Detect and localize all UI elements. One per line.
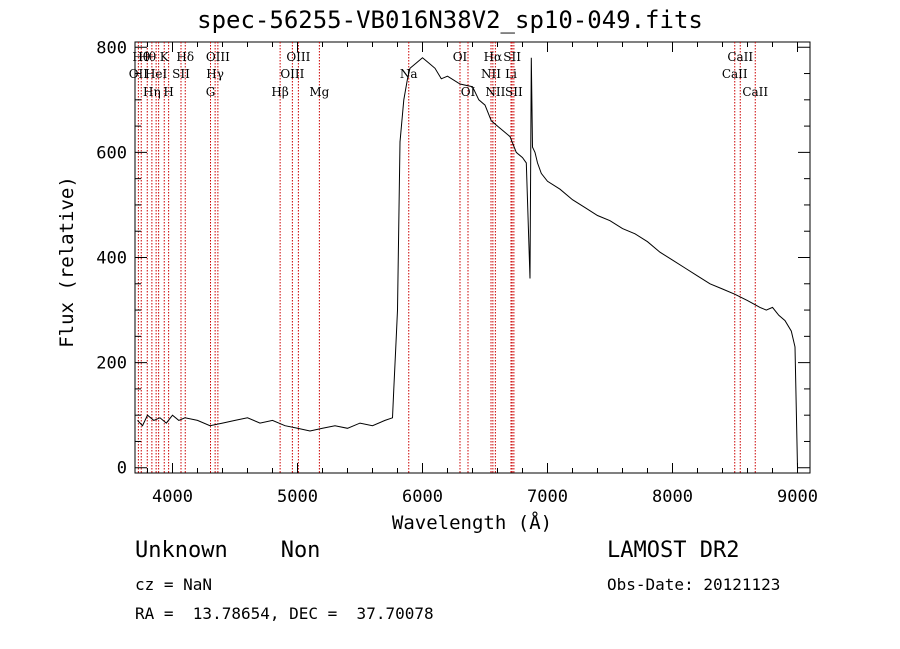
object-classification: Unknown Non [135, 538, 321, 563]
x-tick-label: 9000 [777, 487, 818, 507]
spectral-line-label: Hβ [271, 85, 288, 99]
x-tick-label: 8000 [652, 487, 693, 507]
plot-frame [134, 41, 811, 474]
spectral-line-label: NII [485, 85, 505, 99]
spectral-line-label: SII [172, 67, 190, 81]
y-axis-label: Flux (relative) [56, 176, 78, 348]
redshift-cz: cz = NaN [135, 575, 213, 594]
chart-title: spec-56255-VB016N38V2_sp10-049.fits [197, 6, 703, 34]
y-tick-label: 200 [96, 354, 127, 374]
ra-dec-coordinates: RA = 13.78654, DEC = 37.70078 [135, 604, 434, 623]
y-tick-label: 400 [96, 249, 127, 269]
spectral-line-label: OIII [286, 50, 310, 64]
spectral-line-label: OIII [280, 67, 304, 81]
flux-spectrum-line [137, 57, 798, 468]
spectral-line-markers [137, 42, 756, 473]
x-tick-label: 5000 [277, 487, 318, 507]
spectral-line-label: Li [505, 67, 517, 81]
spectral-line-label: SII [505, 85, 523, 99]
x-tick-label: 4000 [152, 487, 193, 507]
x-tick-label: 6000 [402, 487, 443, 507]
y-tick-label: 0 [117, 459, 127, 479]
spectral-line-label: H [163, 85, 173, 99]
spectral-line-label: NII [481, 67, 501, 81]
spectral-line-labels: OIIHθHθHηHeIKHSIIHδGHγOIIIHβOIIIOIIIMgNa… [129, 50, 769, 99]
x-axis-label: Wavelength (Å) [391, 512, 553, 534]
spectral-line-label: Hα [484, 50, 503, 64]
spectral-line-label: Hγ [206, 67, 224, 81]
spectral-line-label: K [160, 50, 170, 64]
axis-tick-labels: 4000 5000 6000 7000 8000 9000 0 200 400 600 800 [96, 38, 818, 507]
spectral-line-label: OI [453, 50, 468, 64]
spectral-line-label: OI [461, 85, 476, 99]
spectral-line-label: Hθ [138, 50, 156, 64]
y-tick-label: 800 [96, 38, 127, 58]
spectral-line-label: SII [503, 50, 521, 64]
spectral-line-label: OIII [206, 50, 230, 64]
observation-date: Obs-Date: 20121123 [607, 575, 781, 594]
spectral-line-label: Hη [143, 85, 161, 99]
spectral-line-label: CaII [727, 50, 753, 64]
axis-ticks [135, 42, 810, 473]
spectral-line-label: CaII [742, 85, 768, 99]
spectral-line-label: Mg [309, 85, 329, 99]
y-tick-label: 600 [96, 143, 127, 163]
spectral-line-label: Hδ [176, 50, 194, 64]
spectral-line-label: CaII [722, 67, 748, 81]
x-tick-label: 7000 [527, 487, 568, 507]
survey-name: LAMOST DR2 [607, 538, 740, 563]
spectral-line-label: HeI [145, 67, 168, 81]
spectral-line-label: Hθ [132, 50, 150, 64]
spectral-line-label: G [206, 85, 216, 99]
